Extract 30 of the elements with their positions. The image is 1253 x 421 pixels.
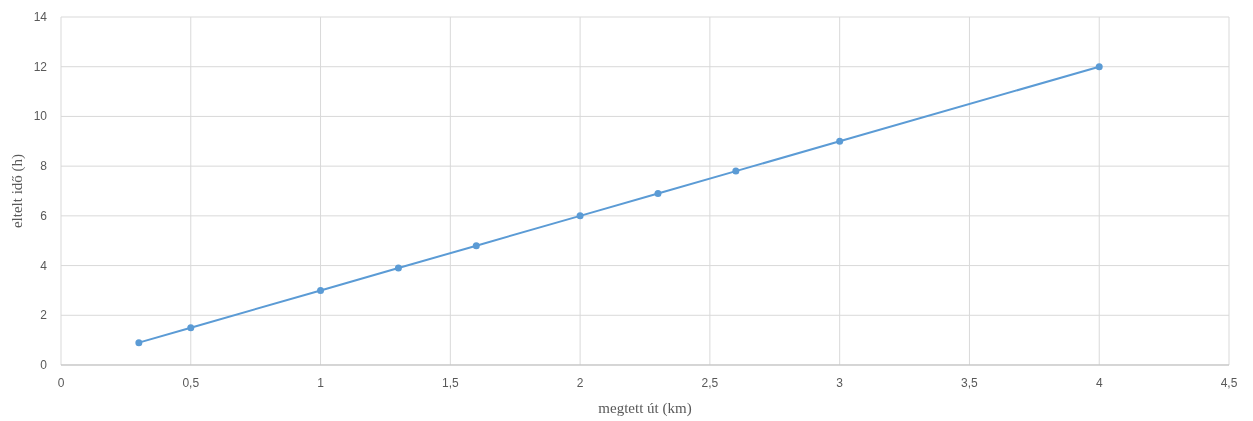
x-tick-label: 2,5: [701, 376, 719, 390]
point: [187, 324, 195, 332]
y-tick-label: 6: [40, 208, 48, 223]
point: [1095, 63, 1103, 71]
y-tick-label: 2: [40, 308, 48, 323]
point: [654, 189, 662, 197]
x-tick-label: 1,5: [441, 376, 459, 390]
y-tick-label: 14: [33, 10, 48, 24]
y-tick-label: 10: [33, 109, 48, 124]
point: [732, 167, 740, 175]
x-tick-label: 3,5: [961, 376, 979, 390]
y-axis-title: eltelt idő (h): [9, 153, 26, 229]
y-tick-label: 4: [40, 258, 48, 273]
x-tick-label: 4: [1095, 376, 1103, 390]
x-tick-label: 3: [836, 376, 844, 390]
point: [394, 264, 402, 272]
point: [836, 137, 844, 145]
point: [576, 212, 584, 220]
y-tick-label: 0: [40, 358, 48, 372]
y-tick-label: 12: [33, 59, 48, 74]
x-tick-label: 1: [317, 376, 325, 390]
point: [317, 286, 325, 294]
x-tick-label: 4,5: [1220, 376, 1238, 390]
y-tick-label: 8: [40, 159, 48, 174]
point: [472, 242, 480, 250]
x-tick-label: 0: [57, 376, 65, 390]
point: [135, 339, 143, 347]
x-tick-label: 2: [576, 376, 584, 390]
x-tick-label: 0,5: [182, 376, 200, 390]
x-axis-title: megtett út (km): [598, 400, 692, 417]
